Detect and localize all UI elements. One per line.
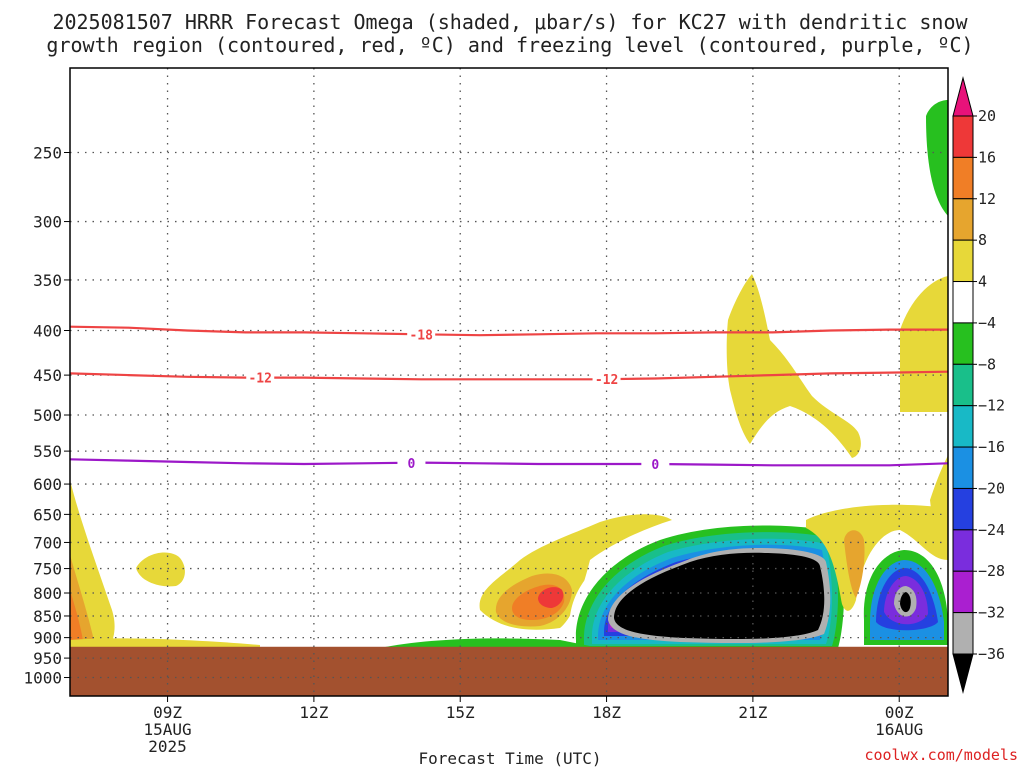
y-tick-label: 900: [33, 629, 62, 648]
y-tick-label: 400: [33, 322, 62, 341]
x-tick-label: 15Z: [446, 703, 475, 722]
y-tick-label: 650: [33, 505, 62, 524]
colorbar-swatch: [953, 447, 973, 488]
colorbar-label: −32: [978, 604, 1005, 622]
colorbar-swatch: [953, 364, 973, 405]
colorbar-swatch: [953, 199, 973, 240]
chart-title-line-2: growth region (contoured, red, ºC) and f…: [46, 33, 973, 57]
colorbar-label: −20: [978, 479, 1005, 497]
y-tick-label: 850: [33, 607, 62, 626]
colorbar-swatch: [953, 571, 973, 612]
colorbar-label: 4: [978, 273, 987, 291]
colorbar-swatch: [953, 240, 973, 281]
colorbar-label: 20: [978, 107, 996, 125]
colorbar-swatch: [953, 530, 973, 571]
y-tick-label: 700: [33, 533, 62, 552]
chart-title-line-1: 2025081507 HRRR Forecast Omega (shaded, …: [52, 10, 968, 34]
x-tick-label: 21Z: [738, 703, 767, 722]
colorbar-label: 16: [978, 148, 996, 166]
y-tick-label: 800: [33, 584, 62, 603]
x-tick-label: 16AUG: [875, 720, 923, 739]
colorbar-label: 12: [978, 190, 996, 208]
colorbar-label: −28: [978, 562, 1005, 580]
colorbar-label: −24: [978, 521, 1005, 539]
colorbar-swatch: [953, 654, 973, 692]
x-tick-label: 18Z: [592, 703, 621, 722]
contour-label: 0: [408, 457, 416, 472]
plot-area: -18 -12 -12 0 0: [70, 68, 948, 696]
y-axis-ticks: 250 300 350 400 450 500 550 600 650 700 750 800 850 9…: [23, 144, 70, 688]
ground-terrain: [70, 647, 948, 696]
colorbar-swatch: [953, 613, 973, 654]
y-tick-label: 600: [33, 475, 62, 494]
colorbar-label: −8: [978, 355, 996, 373]
colorbar-label: −36: [978, 645, 1005, 663]
colorbar-swatch: [953, 116, 973, 157]
colorbar-swatch: [953, 157, 973, 198]
x-axis-label: Forecast Time (UTC): [418, 749, 601, 768]
colorbar-label: −4: [978, 314, 996, 332]
contour-label: -12: [595, 373, 618, 388]
y-tick-label: 550: [33, 442, 62, 461]
y-tick-label: 250: [33, 144, 62, 163]
colorbar-swatch: [953, 488, 973, 529]
y-tick-label: 350: [33, 271, 62, 290]
x-tick-label: 2025: [148, 737, 187, 756]
contour-label: 0: [651, 458, 659, 473]
colorbar-swatch: [953, 406, 973, 447]
x-tick-label: 12Z: [299, 703, 328, 722]
y-tick-label: 450: [33, 366, 62, 385]
colorbar-swatch: [953, 282, 973, 323]
y-tick-label: 750: [33, 560, 62, 579]
colorbar-label: 8: [978, 231, 987, 249]
y-tick-label: 1000: [23, 669, 62, 688]
contour-label: -12: [248, 372, 271, 387]
colorbar-swatch: [953, 78, 973, 116]
credit-text[interactable]: coolwx.com/models: [864, 746, 1018, 764]
colorbar-label: −12: [978, 397, 1005, 415]
colorbar-label: −16: [978, 438, 1005, 456]
y-tick-label: 950: [33, 649, 62, 668]
contour-label: -18: [409, 328, 433, 343]
colorbar: 20 16 12 8 4 −4 −8 −12 −16 −20 −24 −28 −32 −36: [953, 78, 1005, 692]
y-tick-label: 300: [33, 213, 62, 232]
y-tick-label: 500: [33, 406, 62, 425]
colorbar-swatch: [953, 323, 973, 364]
